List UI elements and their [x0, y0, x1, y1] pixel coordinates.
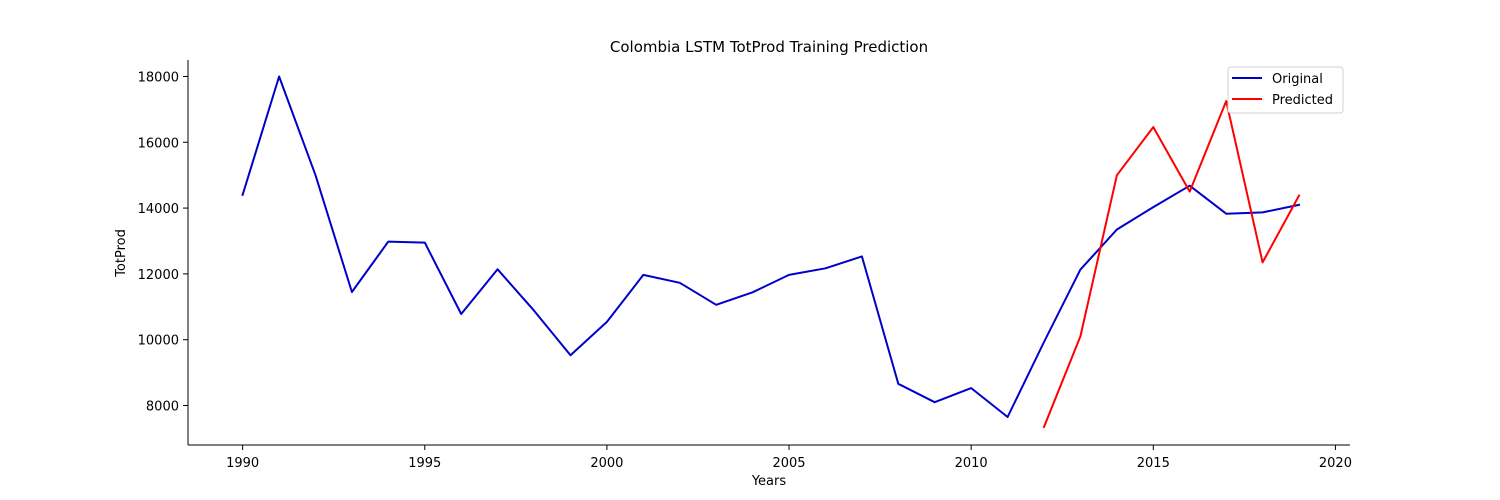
y-tick-label: 12000 [138, 268, 179, 283]
y-tick-label: 8000 [146, 400, 179, 415]
x-tick-label: 1990 [226, 456, 259, 471]
ticks-layer: 1990 1995 2000 2005 2010 2015 2020 8000 10000 120… [138, 70, 1352, 471]
x-tick-label: 2005 [772, 456, 805, 471]
y-tick-label: 14000 [138, 202, 179, 217]
y-axis-title: TotProd [114, 229, 129, 278]
x-tick-label: 2020 [1319, 456, 1352, 471]
legend: Original Predicted [1227, 66, 1344, 114]
chart-title: Colombia LSTM TotProd Training Predictio… [610, 38, 928, 56]
y-tick-label: 10000 [138, 334, 179, 349]
legend-label-original: Original [1272, 72, 1323, 87]
series-line-predicted [1042, 100, 1301, 429]
x-tick-label: 2000 [590, 456, 623, 471]
y-tick-label: 18000 [138, 70, 179, 85]
x-tick-label: 2015 [1137, 456, 1170, 471]
x-axis-title: Years [751, 474, 787, 489]
y-tick-label: 16000 [138, 136, 179, 151]
series-layer [241, 75, 1301, 429]
x-tick-label: 1995 [408, 456, 441, 471]
legend-label-predicted: Predicted [1272, 93, 1333, 108]
series-line-original [241, 75, 1301, 418]
x-tick-label: 2010 [955, 456, 988, 471]
